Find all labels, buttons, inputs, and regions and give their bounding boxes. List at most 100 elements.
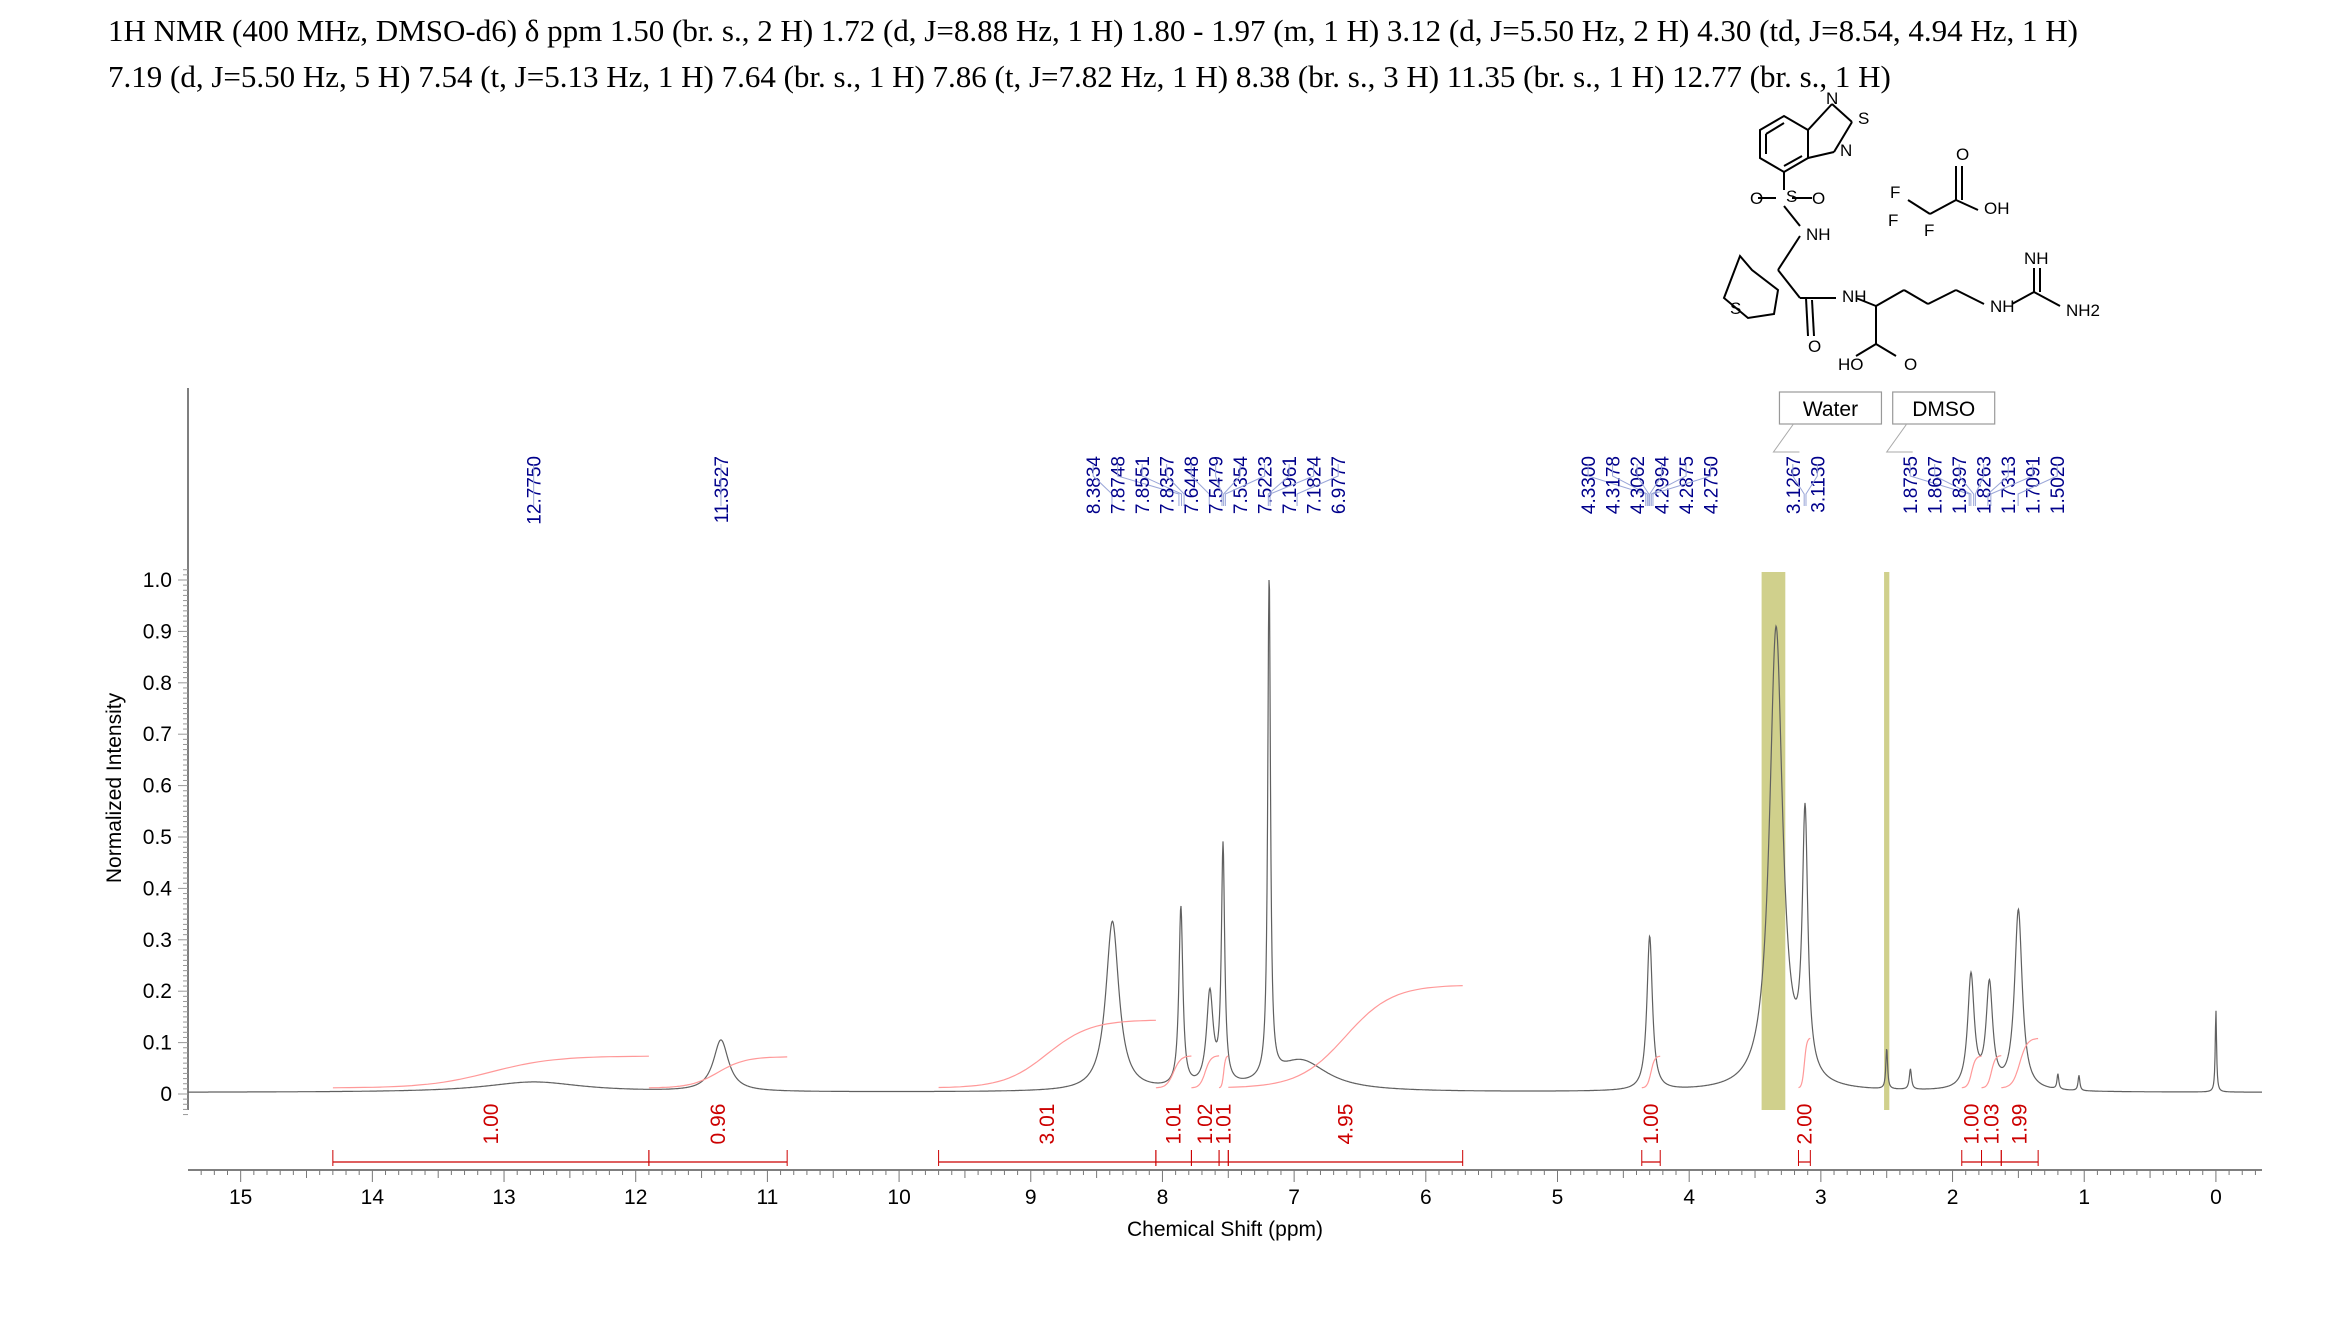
x-tick-label: 11 <box>756 1186 778 1209</box>
x-tick-label: 2 <box>1947 1186 1959 1209</box>
peak-label: 1.8397 <box>1950 456 1971 514</box>
peak-label: 11.3527 <box>712 456 733 523</box>
peak-label: 4.3178 <box>1604 456 1625 514</box>
structure-atom-label: NH <box>2024 249 2049 268</box>
peak-label: 3.1267 <box>1784 456 1805 514</box>
peak-labels: 12.7750 11.3527 8.3834 7.8748 7.8551 7.8357 7.… <box>525 456 2070 525</box>
y-tick-label: 0.3 <box>143 929 172 952</box>
peak-label-leader <box>1296 464 1339 506</box>
structure-atom-label: F <box>1924 221 1934 240</box>
peak-label-leader <box>1650 464 1687 506</box>
solvent-band-water <box>1761 572 1786 1110</box>
integral-value: 1.03 <box>1980 1104 2003 1145</box>
integral-value: 4.95 <box>1334 1104 1357 1145</box>
structure-atom-label: F <box>1890 183 1900 202</box>
integral-curve <box>2001 1037 2039 1089</box>
solvent-regions: Water DMSO <box>1761 391 1996 1110</box>
peak-label-leader <box>1223 464 1241 506</box>
integral-value: 1.01 <box>1163 1104 1186 1145</box>
peak-label-leader <box>1269 464 1315 506</box>
x-tick-label: 8 <box>1157 1186 1169 1209</box>
peak-label-leader <box>1166 464 1185 506</box>
peak-label: 1.7091 <box>2024 456 2045 514</box>
peak-label-leader <box>1215 464 1223 506</box>
peak-label: 4.2994 <box>1653 456 1674 515</box>
peak-label: 7.8357 <box>1158 456 1179 514</box>
peak-label: 6.9777 <box>1329 456 1350 514</box>
x-tick-label: 13 <box>492 1186 515 1209</box>
peak-label-leader <box>1190 464 1210 506</box>
structure-atom-label: NH <box>1842 287 1867 306</box>
integral-curve <box>1191 1055 1220 1089</box>
x-tick-label: 14 <box>361 1186 385 1209</box>
peak-label: 7.5354 <box>1231 456 1252 515</box>
thiophene-ring <box>1722 254 1780 320</box>
peak-label-leader <box>1805 464 1818 506</box>
structure-atom-label: NH <box>1806 225 1831 244</box>
peak-label-leader <box>1990 464 2034 506</box>
peak-label-leader <box>1612 464 1648 506</box>
y-tick-label: 1.0 <box>143 569 172 592</box>
peak-label-leader <box>1909 464 1970 506</box>
structure-atom-label: S <box>1786 187 1797 206</box>
integral-curve <box>332 1055 649 1089</box>
structure-atom-label: O <box>1808 337 1821 356</box>
structure-atom-label: O <box>1812 189 1825 208</box>
peak-label-leader <box>1652 464 1712 506</box>
y-axis-label: Normalized Intensity <box>103 692 126 883</box>
peak-label: 4.2875 <box>1677 456 1698 514</box>
solvent-label-box <box>1778 391 1883 425</box>
x-tick-label: 7 <box>1288 1186 1300 1209</box>
peak-label-leader <box>1587 464 1647 506</box>
integral-curves <box>332 985 2039 1089</box>
x-tick-label: 1 <box>2078 1186 2090 1209</box>
x-tick-label: 3 <box>1815 1186 1827 1209</box>
peak-label-leader <box>1092 464 1113 506</box>
y-tick-label: 0.2 <box>143 980 172 1003</box>
peak-label: 8.3834 <box>1084 456 1105 515</box>
y-tick-label: 0.5 <box>143 826 172 849</box>
spectrum-line <box>188 579 2262 1093</box>
y-tick-label: 0 <box>160 1083 172 1106</box>
integral-curve <box>1155 1055 1192 1089</box>
peak-label: 7.8551 <box>1133 456 1154 514</box>
peak-label: 3.1130 <box>1808 456 1829 513</box>
peak-label-leader <box>1958 464 1975 506</box>
integral-curve <box>1228 985 1463 1088</box>
structure-atom-label: OH <box>1984 199 2010 218</box>
peak-label-leader <box>1974 464 1985 506</box>
peak-label: 12.7750 <box>525 456 546 525</box>
integral-markers: 1.00 0.96 3.01 1.01 1.021.01 4.95 1.00 2.00 1.00… <box>332 1104 2039 1166</box>
spectrum-trace <box>188 579 2262 1093</box>
structure-atom-label: O <box>1956 145 1969 164</box>
peak-label: 4.2750 <box>1702 456 1723 514</box>
integral-curve <box>1641 1055 1661 1089</box>
chart-axes: 15 14 13 12 11 10 9 8 7 6 5 4 3 2 1 000.10.20.30.40.50.… <box>143 388 2262 1209</box>
peak-label: 1.8263 <box>1975 456 1996 514</box>
x-axis-label: Chemical Shift (ppm) <box>1127 1218 1323 1241</box>
structure-atom-label: NH <box>1990 297 2015 316</box>
peak-label: 7.5223 <box>1256 456 1277 514</box>
structure-atom-label: S <box>1730 299 1741 318</box>
y-tick-label: 0.4 <box>143 877 173 900</box>
integral-value: 2.00 <box>1793 1104 1816 1145</box>
chemical-structure <box>1722 103 2061 357</box>
integral-value: 1.00 <box>1640 1104 1663 1145</box>
x-tick-label: 15 <box>229 1186 252 1209</box>
solvent-label-box <box>1892 391 1996 425</box>
x-tick-label: 0 <box>2210 1186 2222 1209</box>
x-tick-label: 5 <box>1552 1186 1564 1209</box>
integral-value: 1.01 <box>1213 1104 1236 1145</box>
peak-label-leader <box>1649 464 1663 506</box>
structure-atom-label: NH2 <box>2066 301 2100 320</box>
x-tick-label: 9 <box>1025 1186 1037 1209</box>
peak-label: 1.5020 <box>2048 456 2069 514</box>
peak-label-leader <box>1224 464 1266 506</box>
solvent-label-leader <box>1885 423 1913 453</box>
structure-atom-label: O <box>1750 189 1763 208</box>
peak-label-leader <box>1636 464 1650 506</box>
y-tick-label: 0.8 <box>143 672 172 695</box>
nmr-description-line-1: 1H NMR (400 MHz, DMSO-d6) δ ppm 1.50 (br… <box>108 13 2078 48</box>
